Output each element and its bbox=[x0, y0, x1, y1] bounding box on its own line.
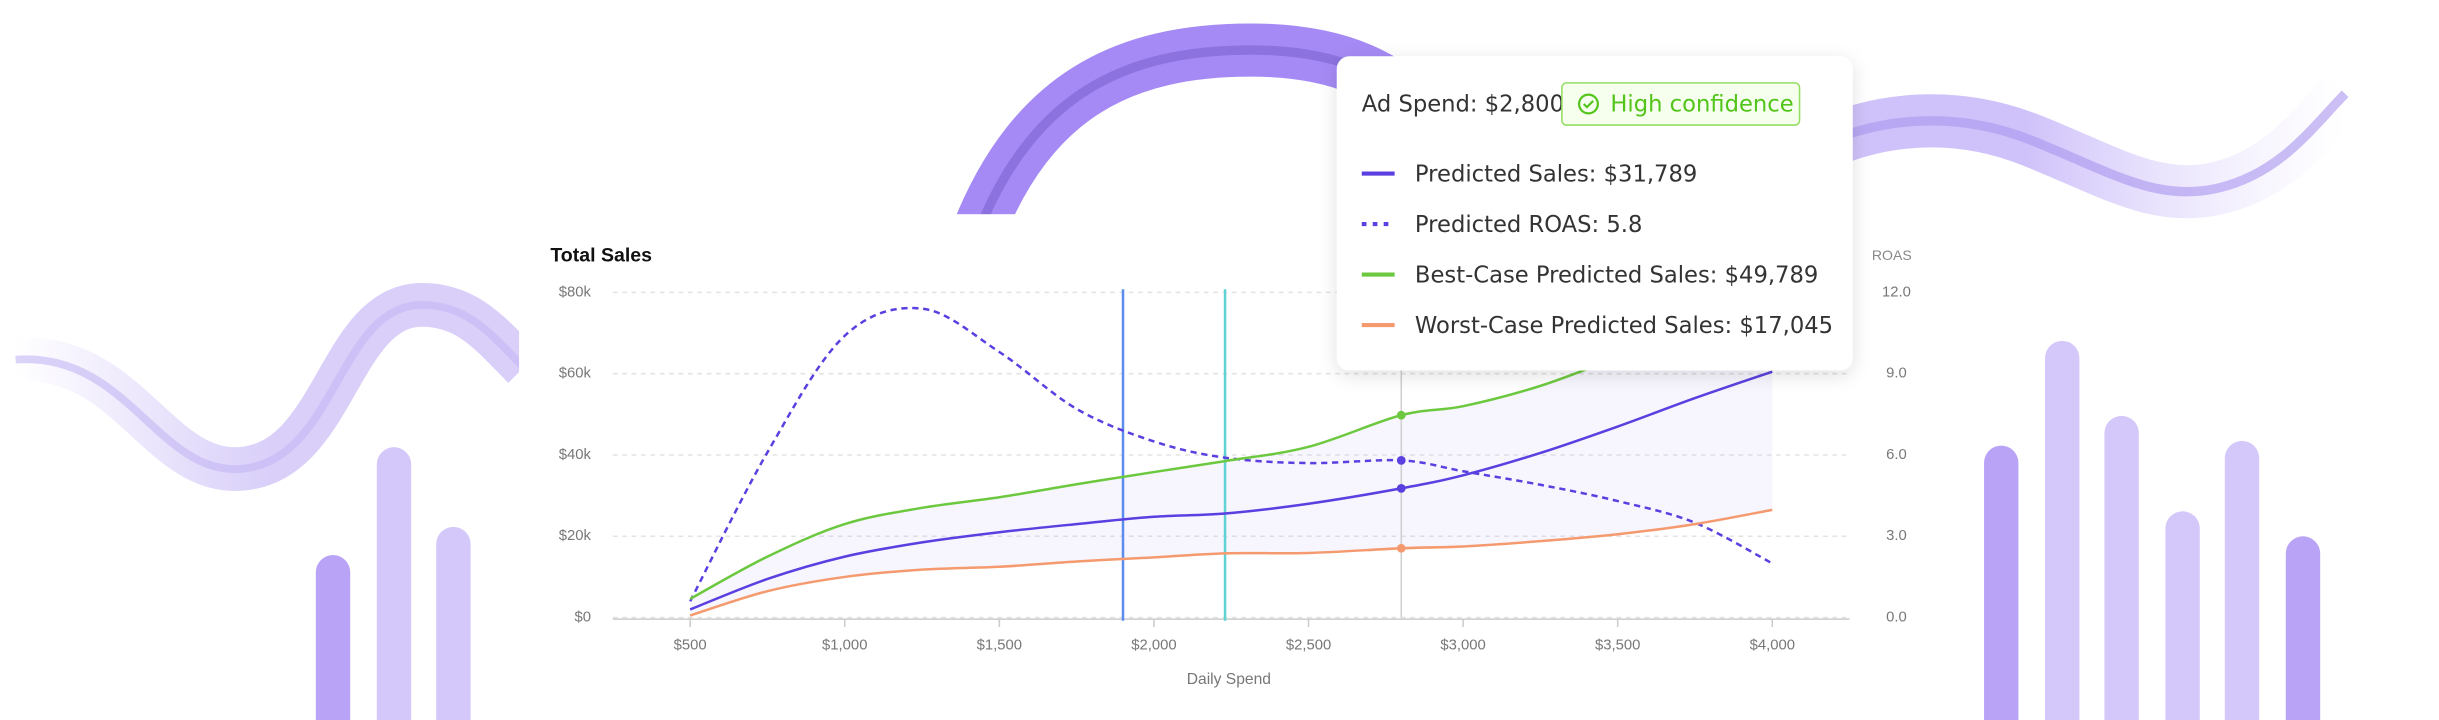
y2-tick-label: 0.0 bbox=[1886, 610, 1907, 626]
hover-point bbox=[1396, 410, 1406, 420]
x-tick-label: $3,500 bbox=[1595, 638, 1640, 654]
y2-tick-label: 12.0 bbox=[1882, 284, 1911, 300]
series-line bbox=[689, 370, 1773, 611]
x-tick-label: $2,000 bbox=[1131, 638, 1176, 654]
tooltip: Ad Spend: $2,800 High confidence Predict… bbox=[1336, 56, 1853, 371]
y-tick-label: $0 bbox=[574, 610, 591, 626]
tooltip-title: Ad Spend: $2,800 bbox=[1362, 91, 1564, 117]
x-tick-label: $1,500 bbox=[977, 638, 1022, 654]
y2-tick-label: 6.0 bbox=[1886, 447, 1907, 463]
x-tick-label: $2,500 bbox=[1286, 638, 1331, 654]
deco-bars bbox=[315, 340, 2321, 720]
y2-tick-label: 9.0 bbox=[1886, 366, 1907, 382]
x-tick-label: $1,000 bbox=[822, 638, 867, 654]
hover-point bbox=[1396, 456, 1406, 465]
chart-title: Total Sales bbox=[550, 245, 652, 267]
tooltip-item: Predicted Sales: $31,789 bbox=[1415, 162, 1697, 188]
x-axis-label: Daily Spend bbox=[1187, 671, 1271, 688]
x-tick-label: $500 bbox=[674, 638, 707, 654]
badge-text: High confidence bbox=[1610, 91, 1793, 117]
deco-wave-line bbox=[15, 300, 527, 473]
confidence-badge bbox=[1561, 82, 1801, 126]
x-tick-label: $3,000 bbox=[1440, 638, 1485, 654]
series-line bbox=[689, 508, 1773, 617]
y-tick-label: $40k bbox=[559, 447, 592, 463]
check-icon bbox=[1578, 93, 1599, 115]
plot: $0 $20k $40k $60k $80k 0.0 3.0 6.0 9.0 12.0 $500 $1… bbox=[559, 284, 1911, 653]
tooltip-item: Worst-Case Predicted Sales: $17,045 bbox=[1415, 313, 1833, 339]
deco-wave bbox=[1801, 75, 2365, 219]
tooltip-item: Predicted ROAS: 5.8 bbox=[1415, 212, 1642, 238]
y-tick-label: $80k bbox=[559, 284, 592, 300]
check-icon bbox=[1583, 100, 1594, 109]
y2-tick-label: 3.0 bbox=[1886, 528, 1907, 544]
deco-wave bbox=[14, 282, 540, 491]
tooltip-item: Best-Case Predicted Sales: $49,789 bbox=[1415, 263, 1818, 289]
x-tick-label: $4,000 bbox=[1750, 638, 1795, 654]
y-tick-label: $60k bbox=[559, 366, 592, 382]
hover-point bbox=[1396, 543, 1406, 553]
y-tick-label: $20k bbox=[559, 528, 592, 544]
y2-axis-label: ROAS bbox=[1872, 247, 1912, 263]
hover-point bbox=[1396, 483, 1406, 493]
series-line bbox=[689, 306, 1773, 602]
tooltip-box bbox=[1336, 56, 1853, 371]
deco-wave-line bbox=[1811, 90, 2349, 197]
